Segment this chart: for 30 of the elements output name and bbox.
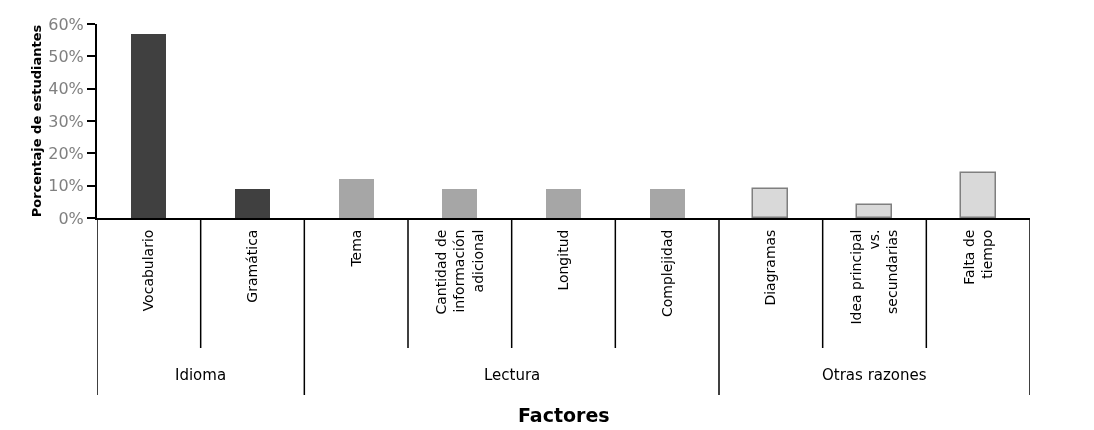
- x-axis-title: Factores: [518, 404, 610, 426]
- bar: [442, 189, 477, 218]
- y-tick-label: 20%: [48, 143, 84, 163]
- y-tick-label: 10%: [48, 176, 84, 196]
- text: Otras razones: [822, 366, 927, 384]
- bar: [235, 189, 270, 218]
- bar: [959, 171, 996, 218]
- x-tick-label: Cantidad de información adicional: [433, 229, 486, 315]
- bar: [131, 34, 166, 218]
- x-tick-label: Diagramas: [762, 229, 779, 306]
- bar: [339, 179, 374, 218]
- x-tick-label: Complejidad: [658, 229, 675, 318]
- x-tick-label: Longitud: [555, 229, 572, 291]
- x-tick-label: Vocabulario: [140, 229, 157, 312]
- y-tick-label: 30%: [48, 111, 84, 131]
- y-tick-label: 0%: [58, 208, 84, 228]
- x-tick-label: Falta de tiempo: [960, 229, 995, 285]
- bar: [751, 187, 788, 218]
- bar: [650, 189, 685, 218]
- y-tick-label: 40%: [48, 79, 84, 99]
- x-tick-label: Gramática: [244, 229, 261, 303]
- text: Idioma: [175, 366, 227, 384]
- bar: [855, 203, 892, 218]
- text: Lectura: [484, 366, 541, 384]
- x-tick-label: Tema: [347, 229, 364, 268]
- y-tick-label: 50%: [48, 46, 84, 66]
- bar: [546, 189, 581, 218]
- x-tick-label: Idea principal vs. secundarias: [847, 229, 901, 325]
- y-axis-title: Porcentaje de estudiantes: [28, 24, 44, 218]
- y-tick-label: 60%: [48, 14, 84, 34]
